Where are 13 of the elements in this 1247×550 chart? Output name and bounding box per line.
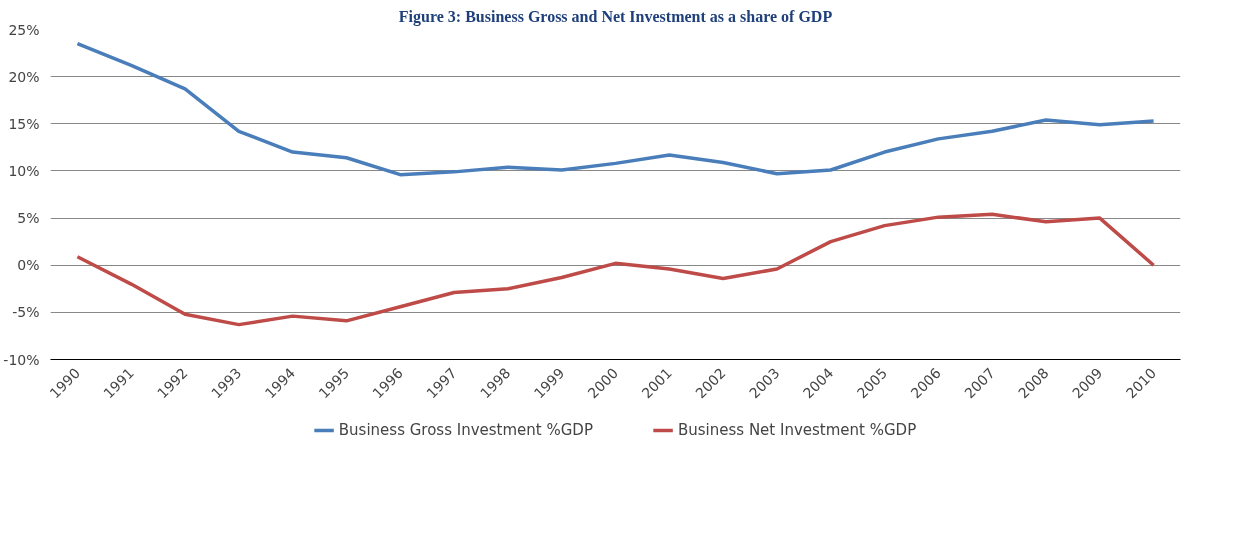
legend-label: Business Gross Investment %GDP [338, 421, 593, 439]
chart-title: Figure 3: Business Gross and Net Investment as a share of GDP [398, 7, 833, 26]
y-tick-label: 20% [8, 68, 40, 85]
legend-label: Business Net Investment %GDP [677, 421, 917, 439]
y-tick-label: -10% [3, 351, 40, 368]
line-series [75, 212, 1156, 327]
y-tick-label: 15% [8, 115, 40, 132]
line-series [75, 41, 1156, 177]
y-tick-label: 0% [17, 257, 40, 274]
y-tick-label: -5% [12, 304, 40, 321]
y-tick-label: 5% [17, 210, 40, 227]
y-tick-label: 25% [8, 21, 40, 38]
y-tick-label: 10% [8, 162, 40, 179]
